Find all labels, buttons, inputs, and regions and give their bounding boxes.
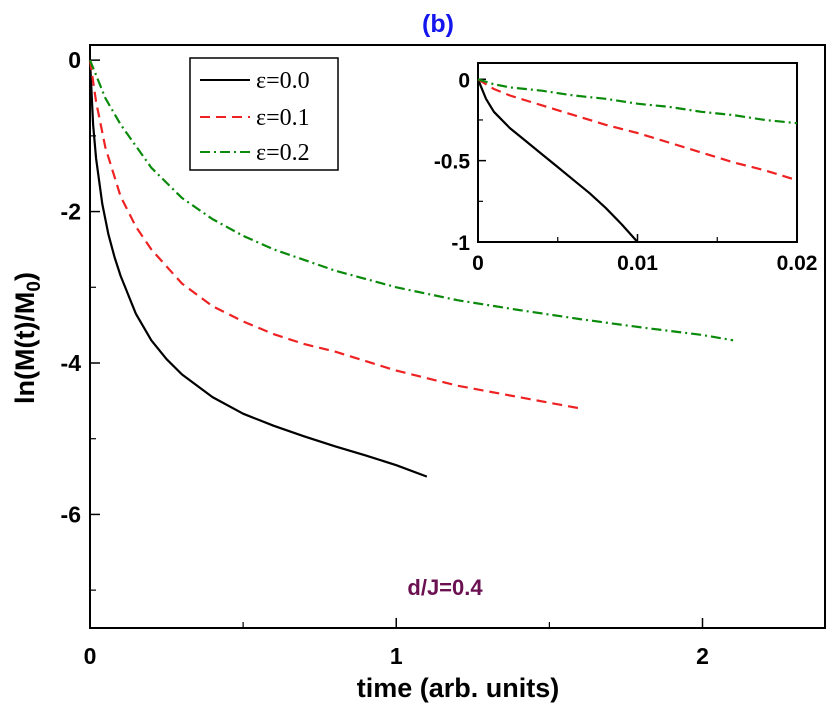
inset-series	[476, 78, 798, 243]
inset-x-tick-label: 0.02	[777, 252, 818, 275]
main-x-tick-label: 0	[84, 643, 97, 669]
inset-series-line-1	[477, 78, 798, 182]
main-y-tick-label: 0	[68, 47, 81, 73]
panel-label: (b)	[422, 10, 454, 38]
inset-series-line-2	[477, 78, 798, 125]
y-axis-title-close: )	[10, 272, 40, 281]
legend-label-1: ε=0.1	[256, 105, 310, 131]
legend-label-0: ε=0.0	[256, 68, 310, 94]
inset-y-tick-label: -1	[451, 232, 470, 255]
inset-series-line-0	[476, 78, 639, 243]
inset-y-tick-label: 0	[458, 69, 470, 92]
legend-label-2: ε=0.2	[256, 140, 310, 166]
inset-x-tick-label: 0.01	[617, 252, 658, 275]
main-y-tick-label: -4	[61, 350, 82, 376]
inset-ticks: 0 0.01 0.02 0 -0.5 -1	[434, 69, 818, 275]
main-x-tick-label: 2	[696, 643, 709, 669]
main-x-tick-label: 1	[390, 643, 403, 669]
main-ticks: 0 1 2 0 -2 -4 -6	[61, 47, 709, 669]
main-series	[88, 59, 734, 478]
main-series-line-0	[88, 60, 428, 478]
y-axis-title-main: ln(M(t)/M	[10, 292, 40, 404]
main-plot-frame	[89, 44, 826, 629]
y-axis-title-subscript: 0	[24, 281, 45, 292]
main-y-tick-label: -2	[61, 199, 81, 225]
parameter-annotation: d/J=0.4	[407, 575, 483, 600]
main-y-tick-label: -6	[61, 501, 81, 527]
main-series-line-1	[88, 59, 581, 410]
legend: ε=0.0 ε=0.1 ε=0.2	[189, 57, 339, 171]
main-series-line-2	[88, 59, 734, 342]
inset-x-tick-label: 0	[472, 252, 484, 275]
inset-y-tick-label: -0.5	[434, 151, 471, 174]
x-axis-title: time (arb. units)	[357, 673, 560, 703]
inset-background	[478, 63, 797, 242]
y-axis-title: ln(M(t)/M0)	[10, 272, 45, 404]
